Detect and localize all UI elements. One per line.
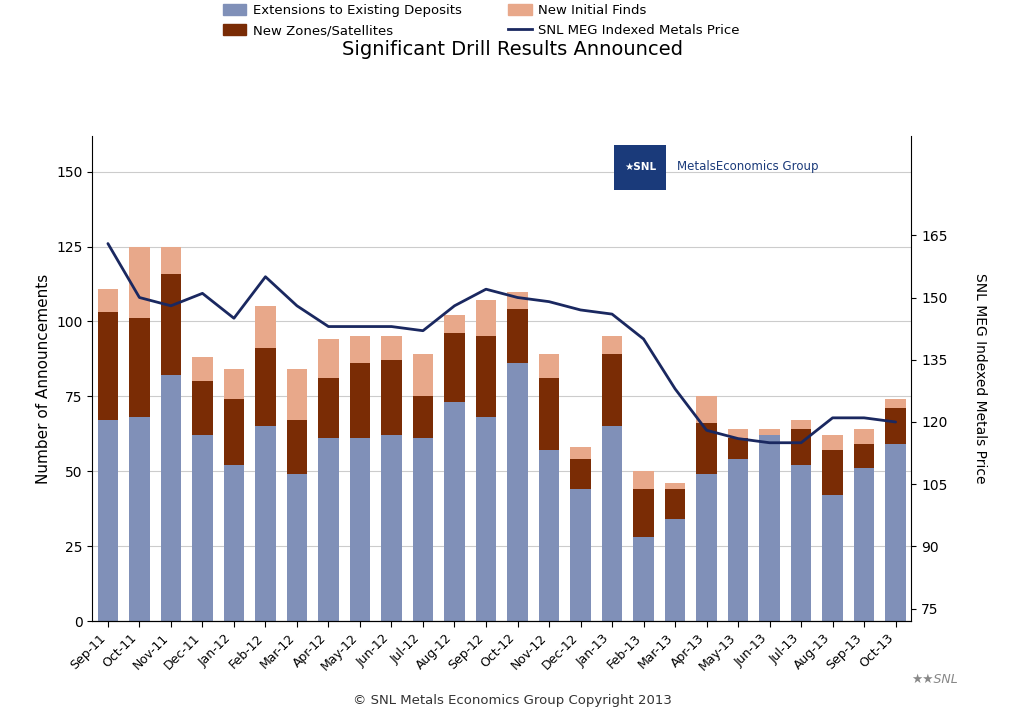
Bar xyxy=(318,378,339,438)
Bar xyxy=(476,418,497,621)
Bar xyxy=(223,466,244,621)
Bar xyxy=(854,429,874,444)
Bar xyxy=(476,336,497,418)
Bar xyxy=(696,423,717,474)
Bar xyxy=(854,468,874,621)
Bar xyxy=(97,288,118,313)
Bar xyxy=(570,489,591,621)
Text: Significant Drill Results Announced: Significant Drill Results Announced xyxy=(341,41,683,59)
Bar xyxy=(287,474,307,621)
Bar xyxy=(444,333,465,403)
Bar xyxy=(350,336,371,363)
Bar xyxy=(602,354,623,426)
Bar xyxy=(444,316,465,333)
Bar xyxy=(633,537,653,621)
Bar xyxy=(602,336,623,354)
Bar xyxy=(854,444,874,468)
Bar xyxy=(161,273,181,376)
Y-axis label: Number of Announcements: Number of Announcements xyxy=(36,273,50,483)
Bar xyxy=(129,246,150,318)
Bar xyxy=(728,429,749,438)
Bar xyxy=(886,444,906,621)
Bar xyxy=(886,399,906,408)
Bar xyxy=(696,396,717,423)
Bar xyxy=(760,429,780,436)
Bar xyxy=(381,361,401,436)
Bar xyxy=(633,489,653,537)
Bar xyxy=(381,436,401,621)
Bar xyxy=(822,451,843,496)
Bar xyxy=(444,403,465,621)
Bar xyxy=(350,438,371,621)
FancyBboxPatch shape xyxy=(614,146,666,190)
Bar xyxy=(318,438,339,621)
Bar xyxy=(193,358,213,381)
Bar xyxy=(507,309,527,363)
Bar xyxy=(318,339,339,378)
Bar xyxy=(223,399,244,466)
Bar xyxy=(539,354,559,378)
Bar xyxy=(791,421,811,429)
Bar xyxy=(161,246,181,273)
Bar xyxy=(665,489,685,519)
Bar xyxy=(193,436,213,621)
Bar xyxy=(223,369,244,399)
Bar xyxy=(602,426,623,621)
Bar xyxy=(886,408,906,444)
Text: MetalsEconomics Group: MetalsEconomics Group xyxy=(678,160,819,174)
Bar xyxy=(161,376,181,621)
Bar xyxy=(97,421,118,621)
Bar xyxy=(728,438,749,459)
Bar xyxy=(633,471,653,489)
Bar xyxy=(539,451,559,621)
Bar xyxy=(287,369,307,421)
Bar xyxy=(507,291,527,309)
Bar xyxy=(696,474,717,621)
Bar xyxy=(539,378,559,451)
Bar xyxy=(413,396,433,438)
Bar xyxy=(287,421,307,474)
Bar xyxy=(791,466,811,621)
Bar xyxy=(255,426,275,621)
Bar xyxy=(570,459,591,489)
Bar xyxy=(791,429,811,466)
Legend: Extensions to Existing Deposits, New Zones/Satellites, New Initial Finds, SNL ME: Extensions to Existing Deposits, New Zon… xyxy=(222,4,740,37)
Bar xyxy=(350,363,371,438)
Text: ★SNL: ★SNL xyxy=(625,162,656,172)
Bar xyxy=(97,313,118,421)
Bar xyxy=(476,301,497,336)
Bar xyxy=(193,381,213,436)
Bar xyxy=(381,336,401,361)
Bar xyxy=(129,418,150,621)
Text: ★★SNL: ★★SNL xyxy=(910,673,957,685)
Bar xyxy=(570,448,591,459)
Bar xyxy=(413,438,433,621)
Bar xyxy=(665,483,685,489)
Bar xyxy=(507,363,527,621)
Bar xyxy=(822,496,843,621)
Bar xyxy=(255,306,275,348)
Bar xyxy=(129,318,150,418)
Bar xyxy=(255,348,275,426)
Y-axis label: SNL MEG Indexed Metals Price: SNL MEG Indexed Metals Price xyxy=(973,273,986,483)
Bar xyxy=(413,354,433,396)
Bar xyxy=(665,519,685,621)
Bar xyxy=(728,459,749,621)
Bar xyxy=(760,436,780,621)
Text: © SNL Metals Economics Group Copyright 2013: © SNL Metals Economics Group Copyright 2… xyxy=(352,694,672,707)
Bar xyxy=(822,436,843,451)
